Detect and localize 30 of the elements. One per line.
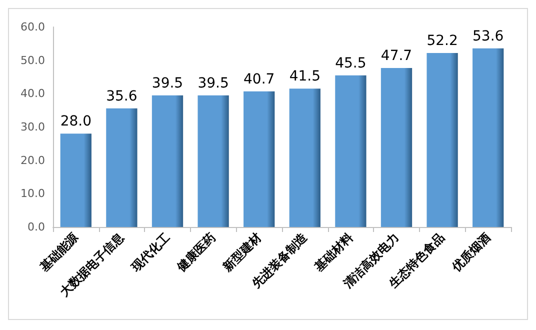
bar bbox=[335, 75, 366, 227]
y-tick-label: 20.0 bbox=[20, 154, 45, 167]
data-label: 52.2 bbox=[426, 33, 458, 49]
x-tick-label: 健康医药 bbox=[174, 230, 218, 275]
data-label: 39.5 bbox=[198, 75, 229, 92]
data-label: 39.5 bbox=[152, 75, 184, 92]
y-tick-label: 0.0 bbox=[28, 220, 45, 234]
bar bbox=[289, 88, 320, 227]
bar bbox=[60, 134, 92, 227]
data-label: 47.7 bbox=[380, 48, 412, 64]
x-tick-label: 优质烟酒 bbox=[448, 230, 494, 275]
y-tick-label: 40.0 bbox=[20, 87, 45, 100]
bar bbox=[106, 108, 138, 227]
y-tick-label: 50.0 bbox=[20, 54, 45, 67]
x-tick-label: 现代化工 bbox=[128, 230, 172, 275]
bar bbox=[198, 95, 229, 227]
data-label: 41.5 bbox=[289, 68, 320, 85]
bar bbox=[152, 95, 184, 227]
y-tick-label: 10.0 bbox=[20, 187, 45, 200]
bar bbox=[380, 68, 412, 227]
bar bbox=[244, 91, 275, 227]
data-label: 40.7 bbox=[244, 71, 275, 88]
bar bbox=[426, 53, 458, 227]
data-label: 28.0 bbox=[60, 114, 92, 130]
bar bbox=[472, 48, 504, 227]
y-tick-label: 30.0 bbox=[20, 120, 45, 134]
data-label: 35.6 bbox=[106, 88, 138, 104]
data-label: 53.6 bbox=[472, 28, 504, 44]
data-label: 45.5 bbox=[335, 55, 366, 72]
y-tick-label: 60.0 bbox=[20, 20, 45, 34]
